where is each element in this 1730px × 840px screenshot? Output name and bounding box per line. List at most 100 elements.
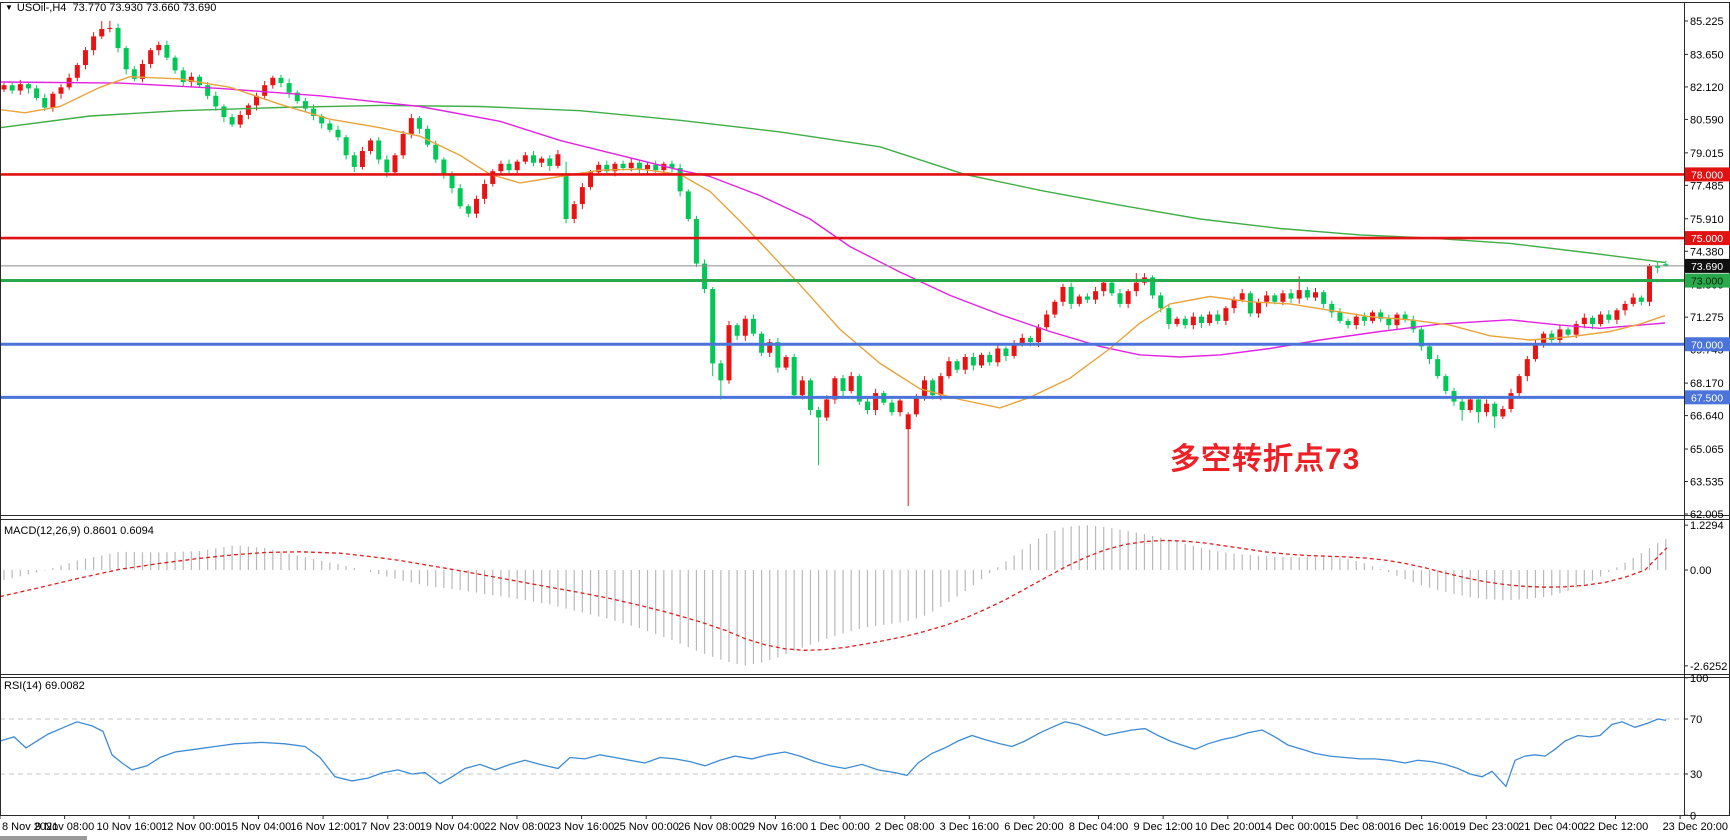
ma-mid-magenta [0, 81, 1666, 358]
candle-body [726, 325, 732, 381]
candle-body [351, 155, 357, 167]
candle-body [636, 162, 642, 170]
candle-body [205, 85, 211, 96]
time-axis-label: 21 Dec 04:00 [1518, 821, 1583, 833]
candle-body [1011, 343, 1017, 356]
candle-body [1158, 295, 1164, 309]
candle-body [1036, 327, 1042, 343]
candle-body [1378, 312, 1384, 319]
candle-body [237, 114, 243, 125]
candle-body [17, 84, 23, 91]
candle-body [1044, 314, 1050, 328]
candle-body [107, 27, 113, 29]
candle-body [954, 361, 960, 370]
candle-body [930, 380, 936, 396]
candle-body [1272, 295, 1278, 302]
time-axis-label: 1 Dec 00:00 [810, 821, 869, 833]
candle-body [1467, 399, 1473, 411]
candle-body [58, 87, 64, 94]
candle-body [376, 140, 382, 160]
candle-body [547, 158, 553, 166]
price-axis-label: 79.015 [1690, 148, 1724, 160]
candle-body [962, 356, 968, 370]
candle-body [1109, 282, 1115, 294]
candle-body [42, 97, 48, 108]
candle-body [946, 361, 952, 377]
candle-body [1231, 299, 1237, 309]
candle-body [921, 380, 927, 398]
candle-body [465, 206, 471, 214]
time-axis-label: 19 Dec 23:00 [1454, 821, 1519, 833]
candle-body [319, 116, 325, 124]
candle-body [1, 85, 7, 90]
time-axis-label: 8 Dec 04:00 [1069, 821, 1128, 833]
candle-body [115, 27, 121, 49]
candle-body [433, 144, 439, 160]
time-axis-label: 16 Nov 12:00 [290, 821, 355, 833]
candle-body [1125, 291, 1131, 304]
candle-body [392, 155, 398, 173]
time-axis-label: 2 Dec 08:00 [875, 821, 934, 833]
candle-body [221, 106, 227, 118]
candle-body [188, 76, 194, 83]
candle-body [1589, 317, 1595, 325]
candle-body [563, 173, 569, 219]
candle-body [131, 69, 137, 79]
time-axis-label: 6 Dec 20:00 [1004, 821, 1063, 833]
candle-body [1313, 292, 1319, 298]
candle-body [416, 118, 422, 129]
symbol-period-label: USOil-,H4 [16, 2, 67, 14]
rsi-axis-label: 70 [1690, 714, 1702, 726]
candle-body [807, 380, 813, 411]
chevron-down-icon: ▼ [5, 3, 13, 12]
candle-body [840, 378, 846, 391]
candle-body [539, 158, 545, 163]
candle-body [482, 183, 488, 199]
candle-body [995, 348, 1001, 363]
time-axis-label: 3 Dec 16:00 [940, 821, 999, 833]
macd-axis-label: -2.6252 [1690, 661, 1727, 673]
candle-body [1027, 337, 1033, 343]
candle-body [1076, 296, 1082, 304]
candle-body [1655, 265, 1661, 268]
candle-body [359, 151, 365, 167]
price-badge-label: 67.500 [1691, 392, 1723, 404]
candle-body [1215, 314, 1221, 321]
rsi-name: RSI(14) [4, 680, 42, 692]
candle-body [1459, 401, 1465, 411]
macd-name: MACD(12,26,9) [4, 525, 81, 537]
candle-body [864, 401, 870, 411]
candle-body [25, 84, 31, 89]
candle-body [710, 289, 716, 364]
candle-body [604, 164, 610, 172]
candle-body [620, 163, 626, 169]
price-badge-label: 78.000 [1691, 169, 1723, 181]
candle-body [1508, 393, 1514, 410]
time-axis-label: 10 Dec 20:00 [1195, 821, 1260, 833]
candle-body [677, 168, 683, 192]
candle-body [1402, 314, 1408, 320]
candle-body [1475, 399, 1481, 413]
candle-body [1084, 296, 1090, 300]
candle-body [873, 393, 879, 411]
candle-body [1255, 301, 1261, 314]
candle-body [1614, 310, 1620, 320]
candle-body [9, 85, 15, 91]
candle-body [1117, 293, 1123, 304]
candle-body [799, 380, 805, 396]
time-axis-label: 12 Nov 00:00 [161, 821, 226, 833]
candle-body [457, 188, 463, 207]
candle-body [172, 57, 178, 71]
candle-body [1060, 286, 1066, 302]
candle-body [522, 155, 528, 162]
candle-body [286, 83, 292, 93]
candle-body [1524, 359, 1530, 377]
candle-body [294, 92, 300, 102]
price-badge [1685, 273, 1730, 288]
candle-body [343, 137, 349, 156]
candle-body [1198, 316, 1204, 324]
candle-body [1288, 293, 1294, 299]
candle-body [368, 140, 374, 152]
